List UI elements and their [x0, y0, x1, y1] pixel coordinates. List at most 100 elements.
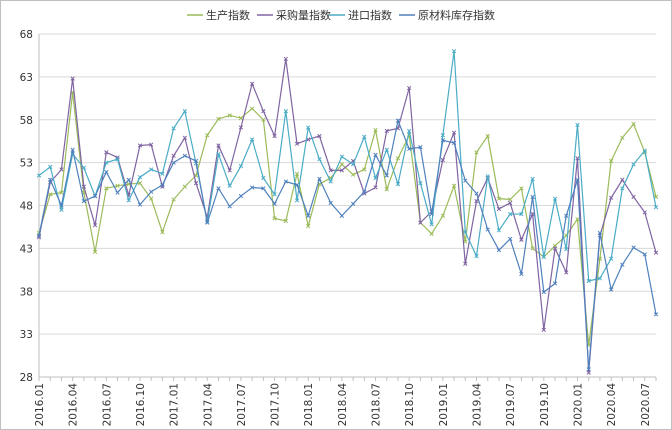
data-point [373, 152, 378, 158]
data-point [642, 210, 647, 215]
data-point [193, 181, 199, 186]
data-point [306, 223, 311, 229]
data-point [182, 184, 187, 189]
series-2 [36, 56, 659, 375]
legend-label: 进口指数 [348, 8, 392, 22]
y-tick-label: 33 [20, 329, 33, 341]
data-point [564, 247, 569, 252]
data-point [608, 256, 614, 261]
data-point [620, 262, 625, 267]
x-tick-label: 2020.07 [640, 383, 652, 426]
x-tick-label: 2017.01 [169, 383, 181, 426]
data-point [261, 109, 266, 114]
data-point [317, 133, 322, 139]
x-tick-label: 2019.07 [505, 383, 517, 426]
data-point [149, 142, 154, 147]
data-point [451, 183, 457, 188]
data-point [440, 213, 446, 218]
data-point [418, 181, 423, 186]
data-point [429, 211, 434, 217]
data-point [508, 211, 513, 217]
data-point [115, 190, 120, 195]
data-point [149, 196, 154, 201]
data-point [339, 213, 345, 218]
data-point [216, 143, 221, 148]
data-point [451, 130, 457, 135]
data-point [496, 196, 502, 201]
data-point [328, 179, 333, 184]
legend-label: 原材料库存指数 [418, 8, 495, 22]
data-point [272, 216, 277, 221]
y-tick-label: 48 [20, 201, 33, 213]
x-tick-label: 2017.10 [270, 383, 282, 426]
data-point [552, 196, 558, 201]
data-point [407, 128, 412, 134]
data-point [530, 194, 535, 200]
data-point [339, 162, 345, 167]
data-point [384, 173, 389, 178]
data-point [261, 175, 266, 181]
data-point [496, 206, 502, 212]
data-point [608, 158, 614, 164]
x-tick-label: 2020.01 [572, 383, 584, 426]
data-point [272, 133, 277, 139]
data-point [104, 160, 109, 165]
legend: 生产指数 采购量指数 进口指数 原材料库存指数 [187, 8, 495, 22]
data-point [339, 168, 345, 173]
data-point [261, 186, 266, 191]
data-point [429, 231, 434, 236]
y-axis: 28 33 38 43 48 53 58 63 68 [20, 29, 40, 384]
data-point [317, 176, 322, 182]
data-point [70, 147, 75, 152]
data-point [564, 270, 569, 275]
x-tick-label: 2017.07 [236, 383, 248, 426]
legend-item: 进口指数 [329, 8, 392, 22]
y-tick-label: 43 [20, 243, 33, 255]
data-point [575, 177, 580, 182]
data-point [373, 175, 378, 181]
data-point [70, 76, 75, 81]
data-point [575, 217, 580, 222]
data-point [104, 186, 109, 191]
data-point [227, 113, 232, 118]
data-point [48, 192, 53, 197]
series-lines [36, 48, 659, 375]
data-point [171, 126, 176, 131]
data-point [575, 156, 580, 161]
data-point [642, 252, 647, 257]
data-point [463, 239, 468, 244]
legend-label: 生产指数 [206, 8, 250, 22]
data-point [463, 178, 468, 183]
series-1 [36, 90, 659, 348]
data-point [149, 167, 154, 172]
x-tick-label: 2020.04 [606, 383, 618, 427]
data-point [508, 200, 513, 206]
data-point [92, 223, 98, 228]
data-point [171, 197, 176, 202]
data-point [115, 183, 120, 188]
data-point [631, 121, 636, 127]
y-tick-label: 38 [20, 286, 33, 298]
data-point [283, 109, 288, 114]
data-point [350, 201, 356, 206]
data-point [608, 287, 614, 292]
data-point [418, 145, 423, 150]
data-point [597, 276, 603, 281]
data-point [104, 169, 109, 175]
data-point [216, 116, 221, 122]
data-point [395, 156, 401, 161]
data-point [395, 118, 401, 123]
data-point [620, 135, 625, 140]
y-tick-label: 68 [20, 29, 33, 41]
data-point [440, 138, 446, 143]
data-point [238, 125, 244, 130]
data-point [216, 186, 221, 191]
data-point [328, 200, 333, 206]
data-point [238, 163, 244, 169]
data-point [508, 236, 513, 242]
data-point [171, 160, 176, 165]
x-tick-label: 2016.07 [101, 383, 113, 426]
data-point [373, 127, 378, 133]
data-point [294, 141, 300, 146]
